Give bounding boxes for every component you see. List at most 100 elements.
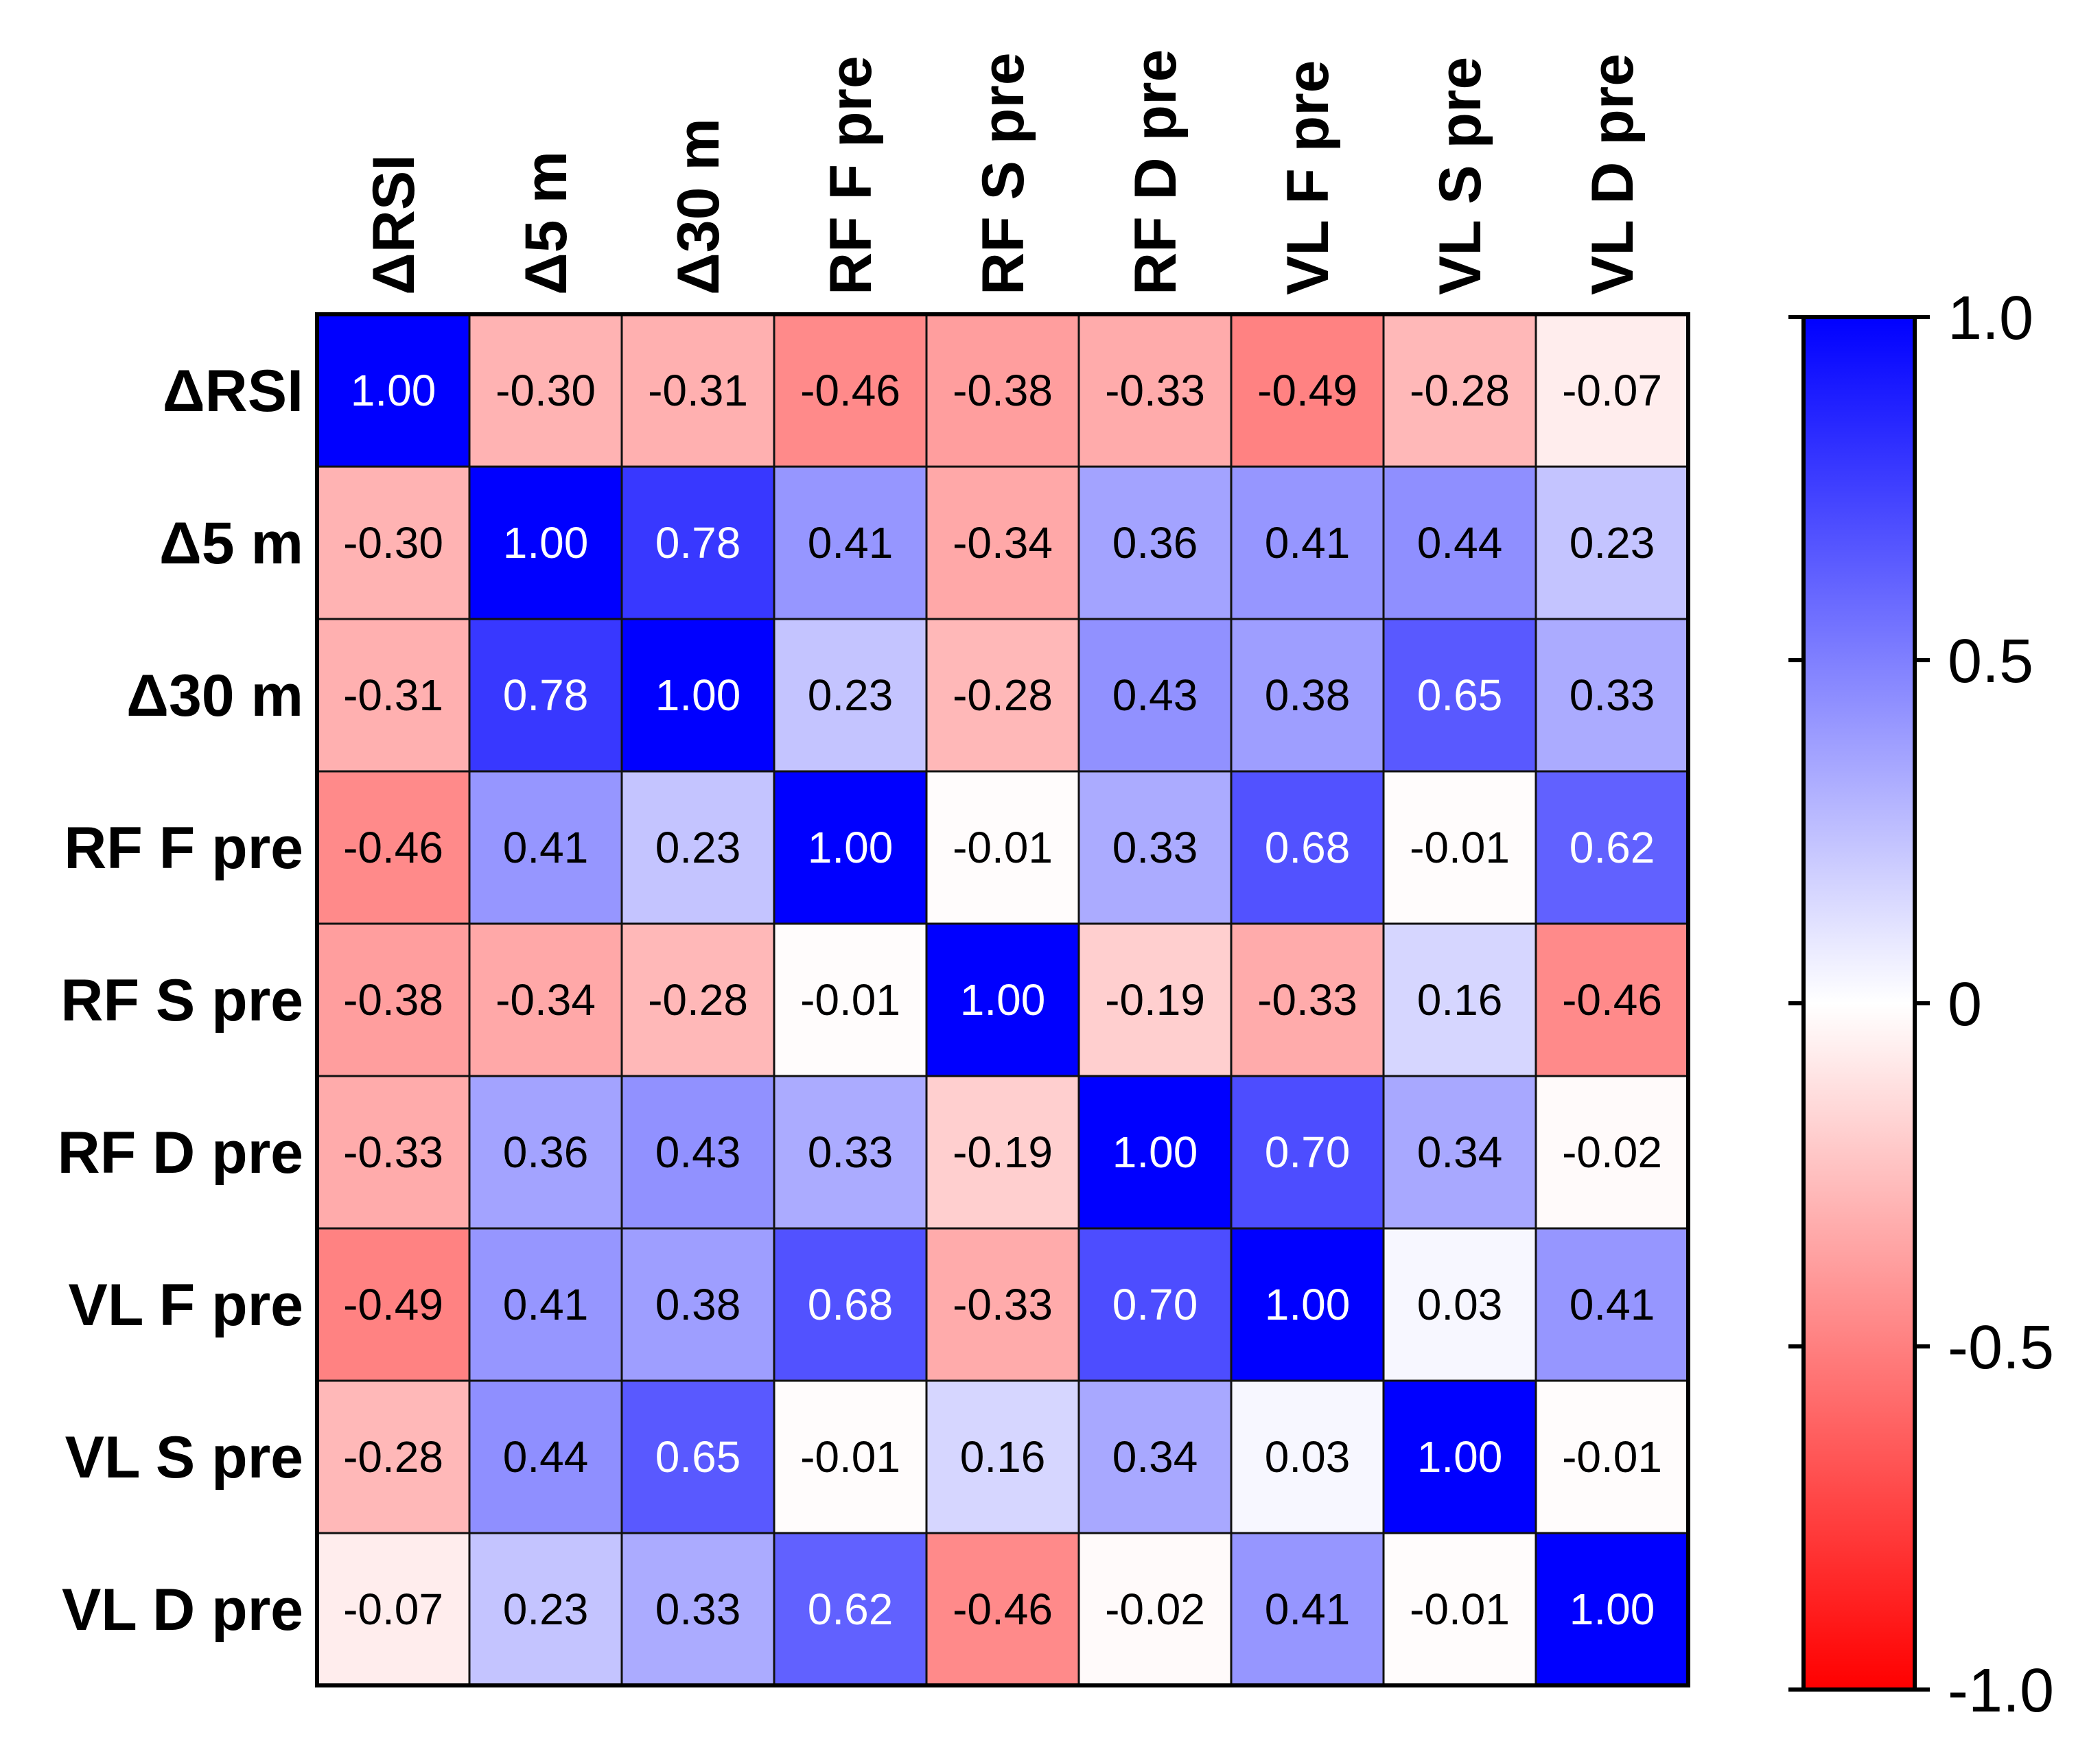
column-label: VL S pre [1427,57,1493,295]
row-label: VL S pre [65,1425,303,1491]
row-label: VL D pre [62,1577,303,1643]
heatmap-cell-fill [773,465,928,620]
heatmap-cell-value: 0.34 [1112,1432,1198,1482]
column-label: VL D pre [1580,54,1646,295]
heatmap-cell: 0.23 [468,1532,623,1687]
heatmap-cell-fill [620,1379,775,1534]
heatmap-cell: 0.34 [1077,1379,1233,1534]
heatmap-cell: 0.68 [773,1227,928,1382]
heatmap-cell: -0.07 [316,1532,471,1687]
heatmap-cell-fill [1230,1532,1385,1687]
heatmap-cell-value: 1.00 [503,518,589,568]
heatmap-cell: -0.01 [1382,1532,1537,1687]
heatmap-cell-value: -0.07 [1562,366,1662,415]
heatmap-cell-fill [1535,1075,1690,1230]
heatmap-cell-fill [1535,618,1690,773]
heatmap-cell-fill [1382,465,1537,620]
heatmap-cell-value: 0.65 [1417,670,1503,720]
heatmap-cell-value: 0.41 [1265,518,1351,568]
heatmap-cell-fill [925,1532,1080,1687]
column-label: ΔRSI [361,154,427,295]
heatmap-cell: 0.41 [1230,465,1385,620]
heatmap-cell-value: 0.78 [655,518,741,568]
colorbar: 1.0 0.5 0 -0.5 -1.0 [1788,284,2054,1725]
row-label: VL F pre [69,1272,304,1338]
heatmap-cell-value: 0.41 [1570,1280,1655,1329]
heatmap-cell-fill [1077,1532,1233,1687]
heatmap-cell-value: -0.46 [800,366,900,415]
heatmap-cell-value: 0.41 [503,1280,589,1329]
heatmap-cell: 0.33 [1535,618,1690,773]
heatmap-cell: -0.34 [925,465,1080,620]
heatmap-cell: 0.33 [620,1532,775,1687]
heatmap-cell: -0.01 [925,770,1080,925]
colorbar-bar [1801,315,1917,1692]
column-labels: ΔRSI Δ5 m Δ30 m RF F pre RF S pre RF D pre VL … [361,49,1646,295]
heatmap-cell-fill [316,1532,471,1687]
row-label: RF D pre [58,1120,303,1186]
heatmap-cell: -0.33 [1230,922,1385,1077]
row-label: RF F pre [64,815,303,881]
heatmap-cell: 0.41 [773,465,928,620]
heatmap-cell-fill [773,922,928,1077]
heatmap-cell: -0.28 [925,618,1080,773]
heatmap-cell: 0.41 [468,770,623,925]
heatmap-cell-fill [1230,1227,1385,1382]
heatmap-cell-fill [925,618,1080,773]
heatmap-cell-value: 0.33 [1112,823,1198,872]
heatmap-cell-fill [1077,922,1233,1077]
heatmap-cell-value: -0.33 [1257,975,1357,1025]
heatmap-cell: 0.33 [1077,770,1233,925]
heatmap-cell-value: 0.38 [1265,670,1351,720]
heatmap-cell-fill [316,770,471,925]
heatmap-cell-fill [1230,922,1385,1077]
heatmap-cell-value: -0.38 [953,366,1053,415]
heatmap-cell: 1.00 [620,618,775,773]
heatmap-cell-value: 0.33 [808,1127,894,1177]
heatmap-cell: -0.01 [773,1379,928,1534]
heatmap-cell-fill [925,1379,1080,1534]
heatmap-cell: -0.33 [925,1227,1080,1382]
heatmap-cell: 0.36 [1077,465,1233,620]
heatmap-cell: -0.46 [773,313,928,468]
heatmap-cell: 0.36 [468,1075,623,1230]
heatmap-cell-fill [1230,1379,1385,1534]
heatmap-cell-fill [925,313,1080,468]
heatmap-cell-value: -0.01 [1410,823,1510,872]
heatmap-cell: 1.00 [1535,1532,1690,1687]
heatmap-cell-value: -0.02 [1562,1127,1662,1177]
heatmap-cell-value: -0.46 [1562,975,1662,1025]
heatmap-cell: 0.70 [1230,1075,1385,1230]
heatmap-cell-value: 0.70 [1112,1280,1198,1329]
heatmap-cell: -0.49 [316,1227,471,1382]
column-label: RF D pre [1123,49,1189,295]
heatmap-cell: 1.00 [925,922,1080,1077]
colorbar-tick-label: -0.5 [1948,1313,2054,1382]
heatmap-cell-fill [925,1227,1080,1382]
row-label: RF S pre [60,968,303,1033]
heatmap-cell-value: 0.34 [1417,1127,1503,1177]
heatmap-cell-fill [1535,922,1690,1077]
heatmap-cell-fill [773,1379,928,1534]
heatmap-cell-value: -0.28 [343,1432,443,1482]
heatmap-cell-value: -0.30 [495,366,596,415]
heatmap-cell: -0.01 [1382,770,1537,925]
heatmap-cell-fill [925,1075,1080,1230]
heatmap-cell-value: -0.49 [1257,366,1357,415]
heatmap-cell-value: -0.38 [343,975,443,1025]
heatmap-cell: -0.31 [620,313,775,468]
heatmap-cell-fill [620,465,775,620]
heatmap-cell: -0.46 [1535,922,1690,1077]
heatmap-cell: 1.00 [1077,1075,1233,1230]
heatmap-cell: -0.46 [925,1532,1080,1687]
heatmap-cell-fill [316,313,471,468]
heatmap-cell: -0.33 [1077,313,1233,468]
column-label: RF F pre [818,56,884,295]
heatmap-cell: 0.43 [1077,618,1233,773]
heatmap-cell-fill [773,313,928,468]
heatmap-cell: 0.68 [1230,770,1385,925]
heatmap-cell: -0.19 [1077,922,1233,1077]
heatmap-cell-value: -0.33 [1105,366,1205,415]
heatmap-cell-value: 0.23 [655,823,741,872]
